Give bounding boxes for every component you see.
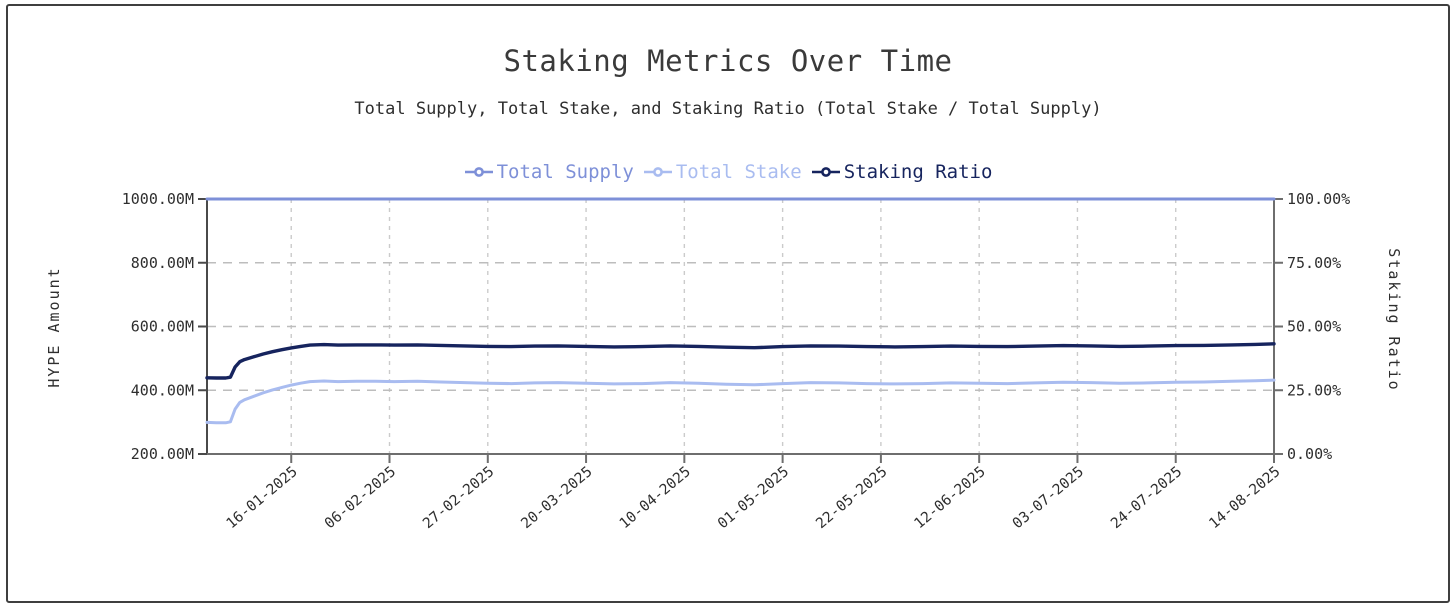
svg-text:0.00%: 0.00% bbox=[1287, 445, 1332, 463]
svg-text:HYPE Amount: HYPE Amount bbox=[45, 266, 63, 387]
legend-item-staking-ratio[interactable]: Staking Ratio bbox=[811, 161, 993, 183]
svg-text:25.00%: 25.00% bbox=[1287, 381, 1341, 399]
svg-text:10-04-2025: 10-04-2025 bbox=[617, 464, 694, 532]
svg-text:800.00M: 800.00M bbox=[131, 254, 194, 272]
legend-label-total-supply: Total Supply bbox=[496, 161, 634, 183]
svg-text:24-07-2025: 24-07-2025 bbox=[1108, 464, 1185, 532]
left-axis: 1000.00M 800.00M 600.00M 400.00M 200.00M HYPE… bbox=[45, 190, 207, 463]
right-axis: 100.00% 75.00% 50.00% 25.00% 0.00% Staking Ra… bbox=[1274, 190, 1403, 463]
chart-card: Staking Metrics Over Time Total Supply, … bbox=[6, 4, 1450, 603]
svg-text:50.00%: 50.00% bbox=[1287, 318, 1341, 336]
chart-title: Staking Metrics Over Time bbox=[503, 44, 953, 78]
svg-text:1000.00M: 1000.00M bbox=[122, 190, 194, 208]
legend-label-total-stake: Total Stake bbox=[675, 161, 802, 183]
svg-text:100.00%: 100.00% bbox=[1287, 190, 1350, 208]
grid-lines bbox=[207, 199, 1275, 454]
legend-label-staking-ratio: Staking Ratio bbox=[843, 161, 993, 183]
x-axis: 16-01-2025 06-02-2025 27-02-2025 20-03-2025… bbox=[224, 454, 1284, 532]
svg-text:03-07-2025: 03-07-2025 bbox=[1010, 464, 1087, 532]
line-marker-icon bbox=[464, 167, 493, 177]
chart-legend: Total Supply Total Stake Staking Ratio bbox=[8, 161, 1448, 183]
svg-text:400.00M: 400.00M bbox=[131, 381, 194, 399]
svg-text:16-01-2025: 16-01-2025 bbox=[224, 464, 301, 532]
svg-text:Staking Ratio: Staking Ratio bbox=[1385, 248, 1403, 391]
chart-subtitle: Total Supply, Total Stake, and Staking R… bbox=[354, 99, 1102, 119]
svg-text:14-08-2025: 14-08-2025 bbox=[1206, 464, 1283, 532]
svg-text:06-02-2025: 06-02-2025 bbox=[322, 464, 399, 532]
svg-text:20-03-2025: 20-03-2025 bbox=[518, 464, 595, 532]
svg-text:75.00%: 75.00% bbox=[1287, 254, 1341, 272]
legend-item-total-stake[interactable]: Total Stake bbox=[643, 161, 802, 183]
svg-text:22-05-2025: 22-05-2025 bbox=[813, 464, 890, 532]
series-total-stake bbox=[205, 378, 1276, 425]
legend-item-total-supply[interactable]: Total Supply bbox=[464, 161, 634, 183]
line-marker-icon bbox=[643, 167, 672, 177]
svg-text:12-06-2025: 12-06-2025 bbox=[912, 464, 989, 532]
svg-text:27-02-2025: 27-02-2025 bbox=[420, 464, 497, 532]
series-staking-ratio bbox=[205, 342, 1276, 380]
svg-text:600.00M: 600.00M bbox=[131, 318, 194, 336]
svg-text:01-05-2025: 01-05-2025 bbox=[715, 464, 792, 532]
line-marker-icon bbox=[811, 167, 840, 177]
staking-line-chart: 1000.00M 800.00M 600.00M 400.00M 200.00M HYPE… bbox=[45, 190, 1403, 532]
svg-text:200.00M: 200.00M bbox=[131, 445, 194, 463]
